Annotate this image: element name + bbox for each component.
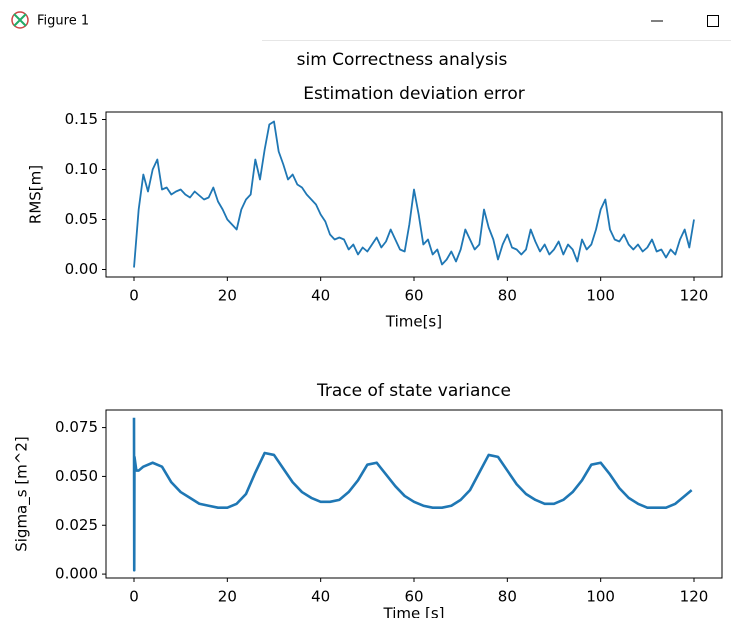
axes-frame bbox=[105, 409, 723, 579]
x-tick-label: 0 bbox=[129, 287, 139, 305]
maximize-button[interactable] bbox=[707, 15, 719, 27]
x-tick-label: 120 bbox=[680, 588, 709, 606]
y-tick-label: 0.000 bbox=[55, 565, 98, 583]
y-tick-label: 0.050 bbox=[55, 467, 98, 485]
x-tick-label: 120 bbox=[680, 287, 709, 305]
y-tick-label: 0.025 bbox=[55, 516, 98, 534]
x-tick-label: 20 bbox=[218, 287, 237, 305]
y-tick-label: 0.05 bbox=[65, 210, 98, 228]
x-tick-label: 80 bbox=[498, 588, 517, 606]
y-axis-label: RMS[m] bbox=[27, 165, 45, 224]
y-axis-label: Sigma_s [m^2] bbox=[13, 436, 32, 552]
y-tick-label: 0.15 bbox=[65, 110, 98, 128]
x-tick-label: 100 bbox=[586, 588, 615, 606]
data-line bbox=[132, 417, 693, 572]
y-tick-label: 0.075 bbox=[55, 418, 98, 436]
window-title: Figure 1 bbox=[37, 14, 89, 29]
x-tick-label: 20 bbox=[218, 588, 237, 606]
data-line bbox=[133, 120, 695, 268]
app-icon-mark bbox=[13, 13, 27, 27]
x-tick-label: 60 bbox=[404, 287, 423, 305]
x-axis-label: Time [s] bbox=[383, 605, 445, 618]
y-tick-label: 0.10 bbox=[65, 160, 98, 178]
chart-title: Trace of state variance bbox=[316, 381, 511, 401]
chart-title: Estimation deviation error bbox=[303, 84, 525, 104]
x-tick-label: 80 bbox=[498, 287, 517, 305]
x-tick-label: 60 bbox=[404, 588, 423, 606]
figure-title: sim Correctness analysis bbox=[297, 50, 508, 70]
y-tick-label: 0.00 bbox=[65, 260, 98, 278]
x-tick-label: 100 bbox=[586, 287, 615, 305]
axes-frame bbox=[105, 111, 723, 278]
x-tick-label: 40 bbox=[311, 287, 330, 305]
x-axis-label: Time[s] bbox=[385, 313, 442, 331]
x-tick-label: 40 bbox=[311, 588, 330, 606]
x-tick-label: 0 bbox=[129, 588, 139, 606]
